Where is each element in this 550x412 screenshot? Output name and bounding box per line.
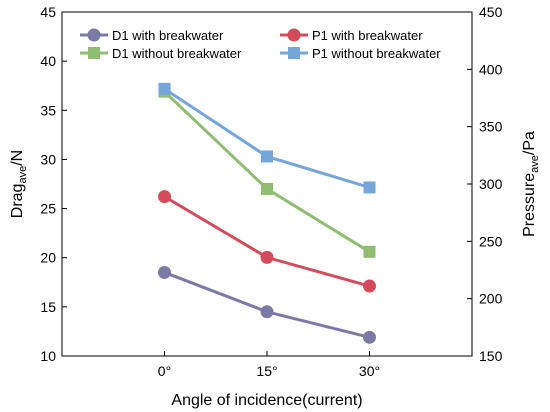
legend-marker	[287, 28, 301, 42]
right-tick-label: 350	[479, 119, 503, 135]
x-tick-label: 15°	[256, 363, 277, 379]
right-tick-label: 250	[479, 233, 503, 249]
y-axis-right-title: Pressureave/Pa	[521, 131, 541, 237]
left-tick-label: 35	[40, 102, 56, 118]
legend-item: P1 without breakwater	[280, 46, 441, 61]
legend-label: D1 with breakwater	[112, 28, 224, 43]
series-1	[158, 190, 376, 293]
legend-marker	[87, 28, 101, 42]
legend-item: D1 with breakwater	[80, 28, 224, 43]
x-tick-label: 0°	[158, 363, 171, 379]
y-axis-left-title: Dragave/N	[9, 150, 29, 218]
data-point	[260, 250, 274, 264]
data-point	[363, 330, 376, 344]
right-tick-label: 150	[479, 348, 503, 364]
left-tick-label: 45	[40, 4, 56, 20]
legend: D1 with breakwater P1 with breakwater D1 w…	[80, 28, 441, 61]
data-point	[261, 182, 273, 195]
legend-label: P1 without breakwater	[312, 46, 441, 61]
series-line	[163, 87, 370, 189]
legend-item: D1 without breakwater	[80, 46, 242, 61]
x-tick-label: 30°	[359, 363, 380, 379]
data-point	[363, 181, 376, 194]
series-2	[158, 85, 376, 258]
left-tick-label: 25	[40, 201, 56, 217]
series-line	[163, 90, 371, 254]
right-tick-label: 300	[479, 176, 503, 192]
right-tick-label: 400	[479, 61, 503, 77]
left-tick-label: 30	[40, 151, 56, 167]
data-point	[158, 265, 171, 279]
legend-marker	[88, 47, 100, 59]
series-layer	[158, 82, 376, 344]
data-point	[363, 279, 376, 293]
legend-item: P1 with breakwater	[280, 28, 423, 43]
data-point	[158, 82, 171, 95]
x-axis-title: Angle of incidence(current)	[171, 392, 362, 409]
data-point	[260, 305, 274, 319]
legend-marker	[288, 47, 300, 59]
left-tick-label: 15	[40, 299, 56, 315]
series-line	[163, 271, 370, 339]
legend-label: P1 with breakwater	[312, 28, 423, 43]
series-3	[158, 82, 376, 194]
right-axis: 150 200 250 300 350 400 450	[467, 4, 503, 364]
series-line	[163, 195, 370, 288]
data-point	[158, 190, 171, 204]
left-tick-label: 40	[40, 53, 56, 69]
data-point	[261, 150, 273, 163]
legend-label: D1 without breakwater	[112, 46, 242, 61]
right-tick-label: 450	[479, 4, 503, 20]
left-tick-label: 20	[40, 250, 56, 266]
left-axis: 10 15 20 25 30 35 40 45	[40, 4, 67, 364]
right-tick-label: 200	[479, 291, 503, 307]
series-0	[158, 265, 376, 344]
left-tick-label: 10	[40, 348, 56, 364]
data-point	[363, 245, 376, 258]
x-axis: 0° 15° 30°	[158, 351, 380, 379]
